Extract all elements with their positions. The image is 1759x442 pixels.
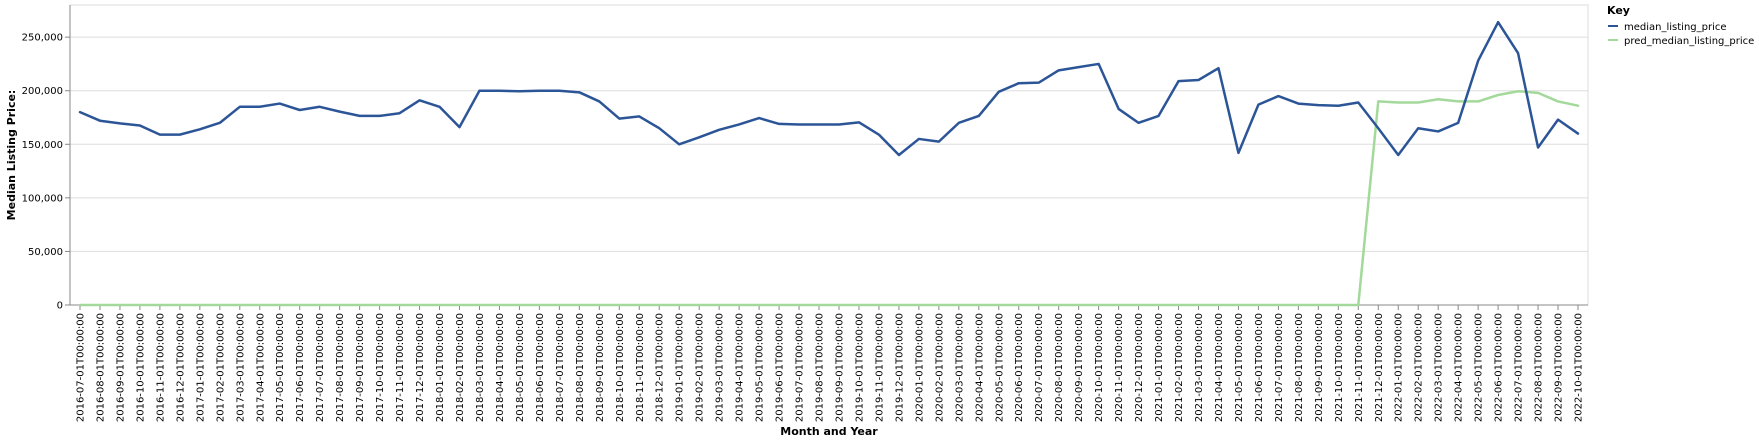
x-tick-label: 2021-03-01T00:00:00 bbox=[1194, 313, 1205, 422]
x-tick-label: 2019-03-01T00:00:00 bbox=[715, 313, 726, 422]
x-tick-label: 2017-08-01T00:00:00 bbox=[335, 313, 346, 422]
x-tick-label: 2021-09-01T00:00:00 bbox=[1314, 313, 1325, 422]
x-tick-label: 2018-03-01T00:00:00 bbox=[475, 313, 486, 422]
x-tick-label: 2021-08-01T00:00:00 bbox=[1294, 313, 1305, 422]
x-tick-label: 2020-04-01T00:00:00 bbox=[974, 313, 985, 422]
x-tick-label: 2021-05-01T00:00:00 bbox=[1234, 313, 1245, 422]
x-tick-label: 2021-11-01T00:00:00 bbox=[1354, 313, 1365, 422]
x-tick-label: 2017-10-01T00:00:00 bbox=[375, 313, 386, 422]
y-tick-label: 100,000 bbox=[22, 193, 63, 204]
series-line-median-listing-price bbox=[78, 20, 1580, 157]
x-tick-label: 2018-06-01T00:00:00 bbox=[535, 313, 546, 422]
x-tick-label: 2020-10-01T00:00:00 bbox=[1094, 313, 1105, 422]
x-tick-label: 2018-07-01T00:00:00 bbox=[555, 313, 566, 422]
series-lines bbox=[78, 20, 1580, 307]
x-tick-label: 2022-06-01T00:00:00 bbox=[1494, 313, 1505, 422]
x-tick-label: 2020-02-01T00:00:00 bbox=[934, 313, 945, 422]
x-tick-label: 2017-07-01T00:00:00 bbox=[315, 313, 326, 422]
x-tick-label: 2019-02-01T00:00:00 bbox=[695, 313, 706, 422]
x-tick-label: 2018-09-01T00:00:00 bbox=[595, 313, 606, 422]
x-tick-label: 2017-02-01T00:00:00 bbox=[215, 313, 226, 422]
x-tick-label: 2022-09-01T00:00:00 bbox=[1554, 313, 1565, 422]
x-tick-label: 2017-11-01T00:00:00 bbox=[395, 313, 406, 422]
x-tick-label: 2019-09-01T00:00:00 bbox=[834, 313, 845, 422]
x-tick-label: 2022-10-01T00:00:00 bbox=[1574, 313, 1585, 422]
x-tick-label: 2016-08-01T00:00:00 bbox=[95, 313, 106, 422]
x-tick-label: 2018-10-01T00:00:00 bbox=[615, 313, 626, 422]
y-tick-label: 150,000 bbox=[22, 140, 63, 151]
y-tick-label: 250,000 bbox=[22, 33, 63, 44]
x-tick-label: 2021-04-01T00:00:00 bbox=[1214, 313, 1225, 422]
x-tick-label: 2019-04-01T00:00:00 bbox=[735, 313, 746, 422]
y-tick-label: 200,000 bbox=[22, 86, 63, 97]
x-tick-label: 2021-01-01T00:00:00 bbox=[1154, 313, 1165, 422]
legend: Key median_listing_price pred_median_lis… bbox=[1607, 4, 1754, 47]
x-tick-label: 2022-08-01T00:00:00 bbox=[1534, 313, 1545, 422]
x-tick-label: 2017-03-01T00:00:00 bbox=[235, 313, 246, 422]
x-tick-label: 2017-06-01T00:00:00 bbox=[295, 313, 306, 422]
plot-area: 0 50,000 100,000 150,000 200,000 250,000 2016… bbox=[22, 4, 1589, 422]
plot-frame bbox=[69, 4, 1589, 306]
x-tick-label: 2021-12-01T00:00:00 bbox=[1374, 313, 1385, 422]
x-tick-label: 2018-11-01T00:00:00 bbox=[635, 313, 646, 422]
x-tick-label: 2018-12-01T00:00:00 bbox=[655, 313, 666, 422]
x-tick-label: 2021-10-01T00:00:00 bbox=[1334, 313, 1345, 422]
x-tick-label: 2020-07-01T00:00:00 bbox=[1034, 313, 1045, 422]
x-tick-label: 2017-04-01T00:00:00 bbox=[255, 313, 266, 422]
x-tick-label: 2021-02-01T00:00:00 bbox=[1174, 313, 1185, 422]
x-tick-label: 2022-04-01T00:00:00 bbox=[1454, 313, 1465, 422]
x-tick-label: 2020-08-01T00:00:00 bbox=[1054, 313, 1065, 422]
x-tick-label: 2021-07-01T00:00:00 bbox=[1274, 313, 1285, 422]
x-tick-label: 2018-01-01T00:00:00 bbox=[435, 313, 446, 422]
x-tick-label: 2022-01-01T00:00:00 bbox=[1394, 313, 1405, 422]
x-tick-label: 2022-02-01T00:00:00 bbox=[1414, 313, 1425, 422]
x-tick-label: 2019-08-01T00:00:00 bbox=[815, 313, 826, 422]
x-tick-label: 2016-09-01T00:00:00 bbox=[115, 313, 126, 422]
x-tick-label: 2018-02-01T00:00:00 bbox=[455, 313, 466, 422]
x-tick-label: 2019-01-01T00:00:00 bbox=[675, 313, 686, 422]
x-tick-label: 2018-08-01T00:00:00 bbox=[575, 313, 586, 422]
grid-lines bbox=[70, 36, 1588, 252]
x-tick-label: 2016-10-01T00:00:00 bbox=[135, 313, 146, 422]
x-tick-label: 2017-12-01T00:00:00 bbox=[415, 313, 426, 422]
x-tick-label: 2019-12-01T00:00:00 bbox=[894, 313, 905, 422]
x-tick-label: 2016-11-01T00:00:00 bbox=[155, 313, 166, 422]
x-tick-label: 2018-04-01T00:00:00 bbox=[495, 313, 506, 422]
x-tick-label: 2019-10-01T00:00:00 bbox=[854, 313, 865, 422]
x-tick-label: 2020-11-01T00:00:00 bbox=[1114, 313, 1125, 422]
x-axis-title: Month and Year bbox=[780, 425, 878, 438]
x-tick-label: 2020-03-01T00:00:00 bbox=[954, 313, 965, 422]
x-tick-label: 2018-05-01T00:00:00 bbox=[515, 313, 526, 422]
x-tick-label: 2020-05-01T00:00:00 bbox=[994, 313, 1005, 422]
y-axis-title: Median Listing Price: bbox=[5, 90, 18, 221]
legend-item-pred-median-listing-price: pred_median_listing_price bbox=[1608, 36, 1754, 47]
x-tick-label: 2020-09-01T00:00:00 bbox=[1074, 313, 1085, 422]
x-tick-label: 2021-06-01T00:00:00 bbox=[1254, 313, 1265, 422]
x-tick-label: 2022-05-01T00:00:00 bbox=[1474, 313, 1485, 422]
legend-item-median-listing-price: median_listing_price bbox=[1608, 22, 1727, 33]
x-tick-label: 2017-05-01T00:00:00 bbox=[275, 313, 286, 422]
x-tick-label: 2019-11-01T00:00:00 bbox=[874, 313, 885, 422]
x-tick-label: 2019-06-01T00:00:00 bbox=[775, 313, 786, 422]
y-tick-label: 50,000 bbox=[28, 247, 63, 258]
x-tick-label: 2019-05-01T00:00:00 bbox=[755, 313, 766, 422]
y-tick-label: 0 bbox=[57, 301, 63, 312]
legend-title: Key bbox=[1607, 4, 1630, 17]
x-axis: 2016-07-01T00:00:00 2016-08-01T00:00:00 20… bbox=[70, 304, 1588, 422]
x-tick-label: 2016-12-01T00:00:00 bbox=[175, 313, 186, 422]
x-tick-label: 2019-07-01T00:00:00 bbox=[795, 313, 806, 422]
x-tick-label: 2022-03-01T00:00:00 bbox=[1434, 313, 1445, 422]
x-tick-label: 2017-09-01T00:00:00 bbox=[355, 313, 366, 422]
y-axis: 0 50,000 100,000 150,000 200,000 250,000 bbox=[22, 5, 71, 312]
series-line-pred-median-listing-price bbox=[78, 90, 1580, 307]
x-tick-label: 2022-07-01T00:00:00 bbox=[1514, 313, 1525, 422]
legend-label-pred-median-listing-price: pred_median_listing_price bbox=[1624, 36, 1754, 47]
x-tick-label: 2016-07-01T00:00:00 bbox=[76, 313, 87, 422]
x-tick-label: 2020-12-01T00:00:00 bbox=[1134, 313, 1145, 422]
x-tick-label: 2017-01-01T00:00:00 bbox=[195, 313, 206, 422]
legend-label-median-listing-price: median_listing_price bbox=[1624, 22, 1727, 33]
x-tick-label: 2020-01-01T00:00:00 bbox=[914, 313, 925, 422]
x-tick-label: 2020-06-01T00:00:00 bbox=[1014, 313, 1025, 422]
